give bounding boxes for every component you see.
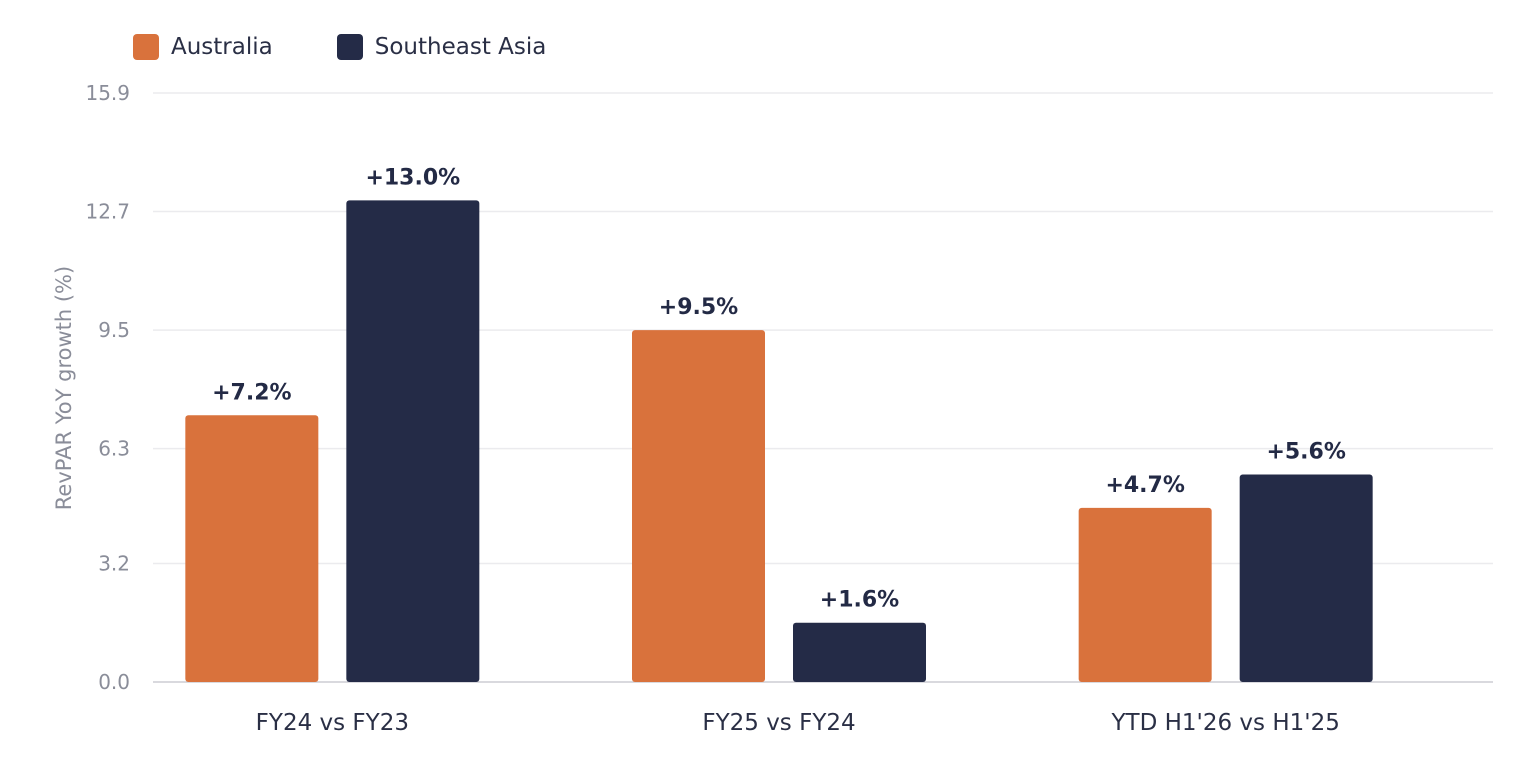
bar-southeast-asia: [1239, 474, 1373, 682]
data-label: +5.6%: [1266, 440, 1345, 465]
x-tick-label: FY24 vs FY23: [256, 710, 409, 736]
data-label: +1.6%: [820, 588, 899, 613]
legend-item-australia: Australia: [133, 34, 273, 60]
bar-southeast-asia: [793, 622, 926, 682]
bar-australia: [185, 415, 319, 682]
x-tick-label: FY25 vs FY24: [702, 710, 855, 736]
data-label: +13.0%: [365, 165, 460, 190]
bar-australia: [632, 330, 765, 682]
y-axis-ticks: 0.0 3.2 6.3 9.5 12.7 15.9: [85, 81, 130, 694]
legend-swatch-southeast-asia: [336, 34, 363, 60]
chart-legend: Australia Southeast Asia: [133, 34, 546, 60]
y-tick-label: 9.5: [98, 318, 130, 342]
legend-label-australia: Australia: [171, 34, 273, 60]
y-tick-label: 3.2: [98, 551, 130, 575]
bar-australia: [1078, 507, 1212, 682]
y-tick-label: 12.7: [85, 200, 130, 224]
y-tick-label: 6.3: [98, 437, 130, 461]
x-tick-label: YTD H1'26 vs H1'25: [1110, 710, 1339, 736]
y-tick-label: 0.0: [98, 670, 130, 694]
y-axis-label: RevPAR YoY growth (%): [52, 266, 76, 510]
legend-swatch-australia: [133, 34, 159, 60]
data-label: +9.5%: [659, 295, 738, 320]
data-label: +7.2%: [212, 380, 291, 405]
legend-item-southeast-asia: Southeast Asia: [336, 34, 547, 60]
x-axis-ticks: FY24 vs FY23 FY25 vs FY24 YTD H1'26 vs H1'…: [256, 710, 1340, 736]
bar-southeast-asia: [346, 200, 480, 682]
data-labels: +7.2% +13.0% +9.5% +1.6% +4.7% +5.6%: [212, 165, 1346, 612]
bars: [185, 200, 1373, 682]
data-label: +4.7%: [1105, 473, 1184, 498]
legend-label-southeast-asia: Southeast Asia: [374, 34, 547, 60]
y-tick-label: 15.9: [85, 81, 130, 105]
